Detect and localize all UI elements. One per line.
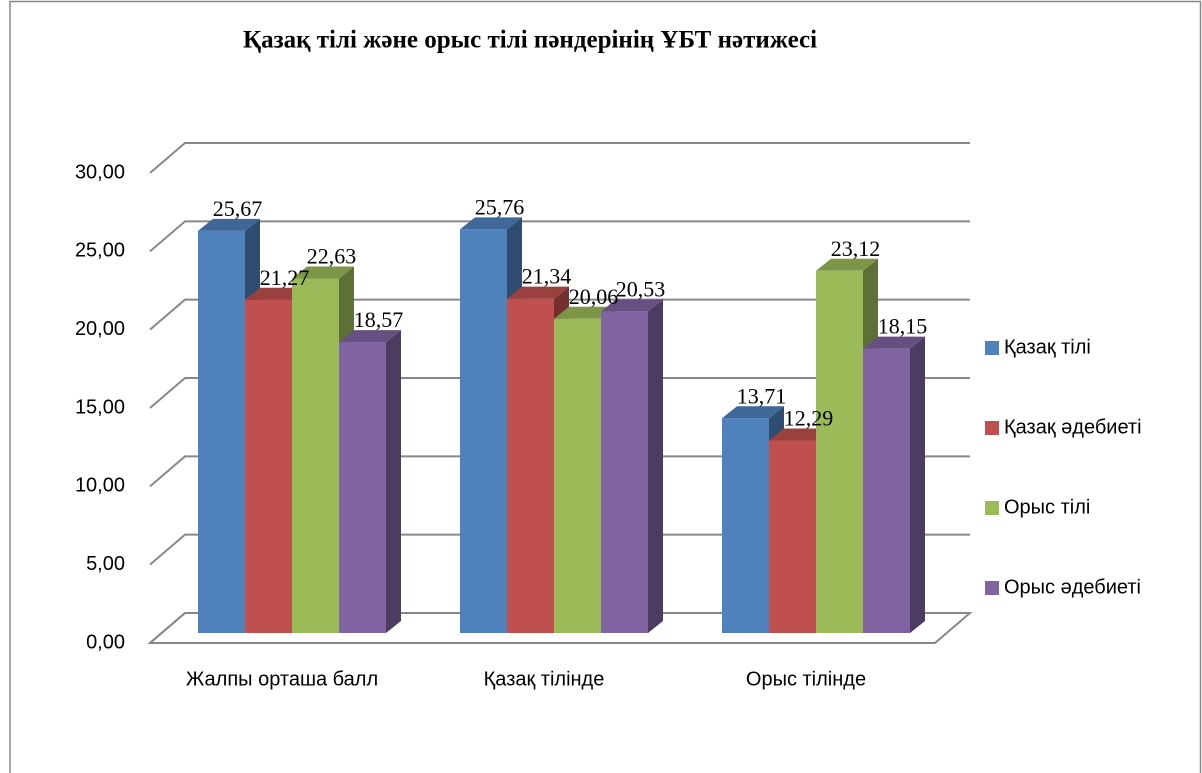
bar-top — [863, 336, 925, 349]
bar — [339, 342, 386, 633]
y-tick-label: 10,00 — [75, 475, 125, 497]
x-tick-label: Қазақ тілінде — [484, 668, 605, 690]
legend-label: Орыс тілі — [1004, 496, 1090, 518]
bar-top — [816, 258, 878, 271]
y-tick-label: 15,00 — [75, 396, 125, 418]
grid-line — [149, 377, 970, 409]
bar — [198, 230, 245, 633]
value-label: 25,76 — [475, 194, 525, 219]
y-tick-label: 5,00 — [86, 553, 125, 575]
value-label: 12,29 — [784, 406, 834, 431]
value-label: 20,53 — [616, 276, 666, 301]
bar-top — [460, 217, 522, 230]
bar-side — [910, 336, 925, 633]
bar-top — [554, 306, 616, 319]
value-label: 22,63 — [307, 244, 357, 269]
legend-label: Қазақ тілі — [1004, 336, 1091, 358]
bar — [554, 318, 601, 633]
value-label: 21,34 — [522, 264, 572, 289]
bar-top — [245, 287, 307, 300]
bar — [722, 418, 769, 633]
value-label: 20,06 — [569, 284, 619, 309]
x-tick-label: Орыс тілінде — [746, 668, 866, 690]
legend-swatch — [985, 581, 999, 595]
bar — [292, 278, 339, 633]
bar — [460, 229, 507, 633]
bar-top — [339, 330, 401, 343]
grid-line — [149, 533, 970, 566]
bar-top — [722, 406, 784, 419]
bar-side — [386, 330, 401, 633]
legend-swatch — [985, 421, 999, 435]
bar — [769, 440, 816, 633]
bar — [507, 298, 554, 633]
value-label: 21,27 — [260, 265, 310, 290]
chart-title: Қазақ тілі және орыс тілі пәндерінің ҰБТ… — [243, 27, 817, 54]
y-tick-label: 25,00 — [75, 240, 125, 262]
bar-top — [769, 428, 831, 441]
legend-label: Орыс әдебиеті — [1004, 576, 1141, 598]
value-label: 23,12 — [831, 236, 881, 261]
value-label: 25,67 — [213, 196, 263, 221]
bar-top — [198, 218, 260, 231]
grid-line — [149, 612, 970, 644]
legend-label: Қазақ әдебиеті — [1004, 416, 1142, 438]
value-label: 13,71 — [737, 383, 787, 408]
bar-top — [292, 266, 354, 279]
legend-swatch — [985, 501, 999, 515]
bar — [863, 348, 910, 633]
grid-line — [149, 220, 970, 253]
bar-side — [648, 299, 663, 633]
value-label: 18,15 — [878, 314, 928, 339]
legend-swatch — [985, 341, 999, 355]
y-tick-label: 20,00 — [75, 318, 125, 340]
grid-line — [149, 298, 970, 331]
bar — [816, 270, 863, 633]
grid-line — [149, 142, 970, 174]
bar-top — [601, 299, 663, 312]
chart-border — [9, 0, 1202, 773]
y-tick-label: 30,00 — [75, 161, 125, 183]
x-tick-label: Жалпы орташа балл — [186, 668, 378, 690]
value-label: 18,57 — [354, 307, 404, 332]
bar — [601, 311, 648, 633]
bar — [245, 299, 292, 633]
bar-top — [507, 286, 569, 299]
grid-line — [149, 455, 970, 488]
y-tick-label: 0,00 — [86, 631, 125, 653]
